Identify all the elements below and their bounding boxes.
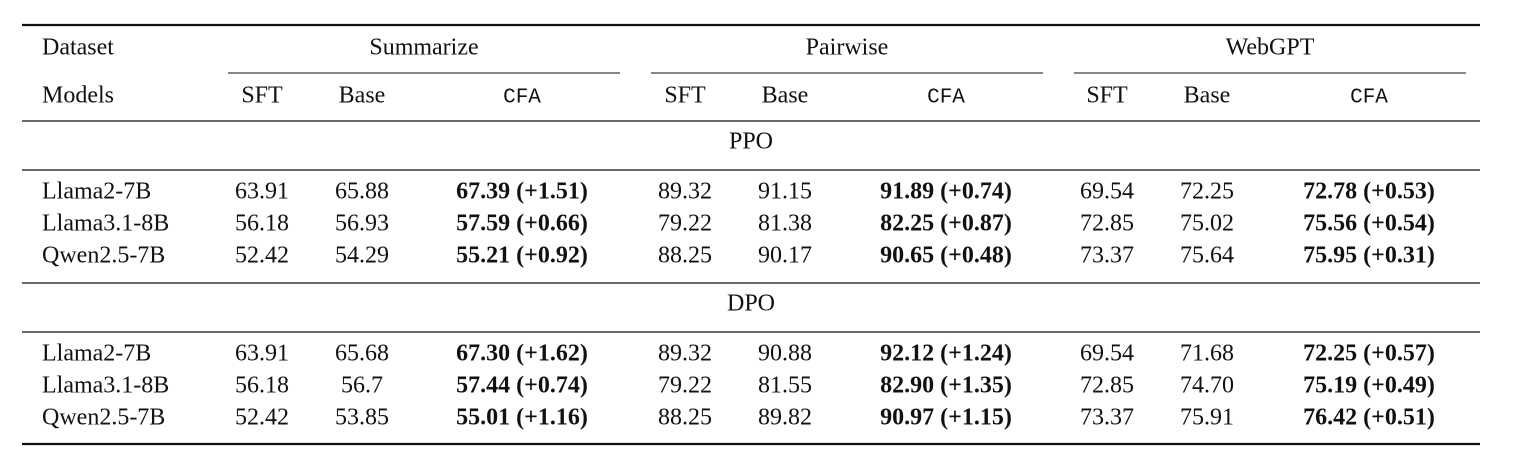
cell: 92.12 (+1.24) xyxy=(880,341,1012,367)
cell: 81.38 xyxy=(758,211,812,237)
cell: 88.25 xyxy=(658,405,712,431)
column-header: SFT xyxy=(1086,83,1128,109)
cell: 82.25 (+0.87) xyxy=(880,211,1012,237)
cell: 81.55 xyxy=(758,373,812,399)
cell: 54.29 xyxy=(335,243,389,269)
cell: 63.91 xyxy=(235,341,289,367)
cell: 74.70 xyxy=(1180,373,1234,399)
column-header: Base xyxy=(1184,83,1231,109)
cell: 75.91 xyxy=(1180,405,1234,431)
cell: 90.65 (+0.48) xyxy=(880,243,1012,269)
cell: 55.21 (+0.92) xyxy=(456,243,588,269)
cell: 90.88 xyxy=(758,341,812,367)
cell: 71.68 xyxy=(1180,341,1234,367)
cell: 57.44 (+0.74) xyxy=(456,373,588,399)
cell: 69.54 xyxy=(1080,179,1134,205)
cell: 72.25 xyxy=(1180,179,1234,205)
cell: 72.85 xyxy=(1080,211,1134,237)
cell: 91.15 xyxy=(758,179,812,205)
cell: 53.85 xyxy=(335,405,389,431)
model-name: Llama2-7B xyxy=(42,341,151,367)
group-header: Pairwise xyxy=(806,35,889,61)
model-name: Qwen2.5-7B xyxy=(42,243,165,269)
header-label: Dataset xyxy=(42,35,114,61)
cell: 52.42 xyxy=(235,405,289,431)
cell: 82.90 (+1.35) xyxy=(880,373,1012,399)
column-header: Base xyxy=(339,83,386,109)
cell: 73.37 xyxy=(1080,405,1134,431)
header-label: Models xyxy=(42,83,114,109)
cell: 72.78 (+0.53) xyxy=(1303,179,1435,205)
cell: 88.25 xyxy=(658,243,712,269)
cell: 75.19 (+0.49) xyxy=(1303,373,1435,399)
cell: 55.01 (+1.16) xyxy=(456,405,588,431)
cell: 90.97 (+1.15) xyxy=(880,405,1012,431)
section-title: PPO xyxy=(729,129,773,155)
group-header: WebGPT xyxy=(1226,35,1315,61)
cell: 79.22 xyxy=(658,373,712,399)
model-name: Llama3.1-8B xyxy=(42,373,169,399)
column-header: Base xyxy=(762,83,809,109)
cell: 76.42 (+0.51) xyxy=(1303,405,1435,431)
cell: 90.17 xyxy=(758,243,812,269)
cell: 72.25 (+0.57) xyxy=(1303,341,1435,367)
cell: 75.95 (+0.31) xyxy=(1303,243,1435,269)
cell: 57.59 (+0.66) xyxy=(456,211,588,237)
cell: 79.22 xyxy=(658,211,712,237)
cell: 69.54 xyxy=(1080,341,1134,367)
cell: 89.32 xyxy=(658,341,712,367)
cell: 63.91 xyxy=(235,179,289,205)
model-name: Qwen2.5-7B xyxy=(42,405,165,431)
column-header: SFT xyxy=(664,83,706,109)
cell: 56.7 xyxy=(341,373,383,399)
cell: 89.82 xyxy=(758,405,812,431)
cell: 89.32 xyxy=(658,179,712,205)
cell: 56.18 xyxy=(235,211,289,237)
cell: 91.89 (+0.74) xyxy=(880,179,1012,205)
cell: 67.39 (+1.51) xyxy=(456,179,588,205)
cell: 56.18 xyxy=(235,373,289,399)
cell: 56.93 xyxy=(335,211,389,237)
cell: 65.68 xyxy=(335,341,389,367)
column-header: CFA xyxy=(503,87,541,110)
cell: 75.02 xyxy=(1180,211,1234,237)
model-name: Llama3.1-8B xyxy=(42,211,169,237)
cell: 67.30 (+1.62) xyxy=(456,341,588,367)
cell: 75.64 xyxy=(1180,243,1234,269)
column-header: SFT xyxy=(241,83,283,109)
cell: 72.85 xyxy=(1080,373,1134,399)
column-header: CFA xyxy=(927,87,965,110)
cell: 52.42 xyxy=(235,243,289,269)
section-title: DPO xyxy=(727,291,775,317)
model-name: Llama2-7B xyxy=(42,179,151,205)
cell: 75.56 (+0.54) xyxy=(1303,211,1435,237)
group-header: Summarize xyxy=(369,35,478,61)
column-header: CFA xyxy=(1350,87,1388,110)
cell: 65.88 xyxy=(335,179,389,205)
cell: 73.37 xyxy=(1080,243,1134,269)
